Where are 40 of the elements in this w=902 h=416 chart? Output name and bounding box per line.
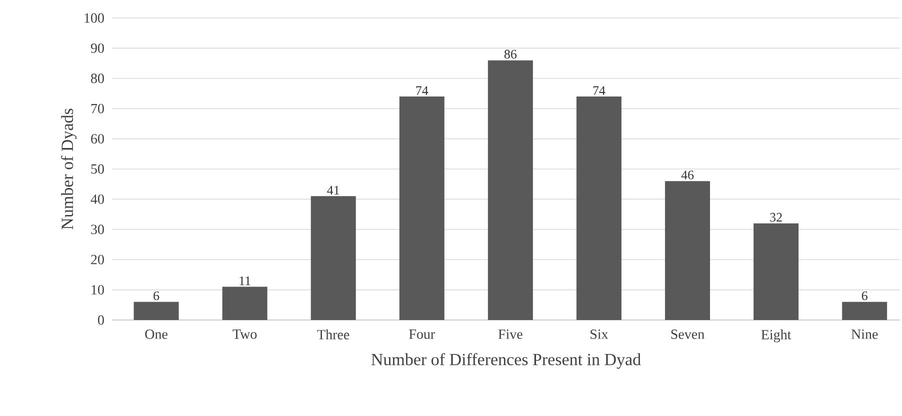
x-tick-label: Four xyxy=(409,330,435,339)
data-label: 6 xyxy=(154,291,160,300)
x-tick-label: Seven xyxy=(671,330,704,339)
data-label: 11 xyxy=(240,276,250,286)
y-tick-label: 50 xyxy=(91,164,104,174)
bar xyxy=(754,223,799,320)
bar xyxy=(399,96,444,320)
y-tick-label: 30 xyxy=(91,224,104,234)
bar xyxy=(222,286,268,320)
y-tick-label: 80 xyxy=(91,74,104,84)
y-tick-label: 0 xyxy=(98,315,104,325)
data-label: 74 xyxy=(593,86,606,95)
bar xyxy=(842,302,888,320)
y-tick-label: 100 xyxy=(84,13,104,23)
bar xyxy=(134,302,179,320)
data-label: 6 xyxy=(862,291,868,300)
x-tick-label: Two xyxy=(232,330,257,339)
bar xyxy=(576,96,622,320)
bar xyxy=(488,60,533,320)
data-label: 74 xyxy=(416,86,428,95)
bar xyxy=(310,196,356,320)
data-label: 41 xyxy=(327,186,340,194)
y-tick-label: 90 xyxy=(90,43,104,53)
y-tick-label: 10 xyxy=(92,285,104,295)
data-label: 46 xyxy=(681,170,694,180)
bar xyxy=(665,181,710,320)
y-tick-label: 40 xyxy=(90,194,104,204)
x-tick-label: Six xyxy=(590,330,608,339)
x-axis-title: Number of Differences Present in Dyad xyxy=(371,353,641,369)
data-label: 86 xyxy=(504,50,517,59)
y-tick-label: 20 xyxy=(91,254,104,264)
x-tick-label: Nine xyxy=(851,330,878,339)
data-label: 32 xyxy=(770,212,782,222)
y-tick-label: 60 xyxy=(91,134,104,144)
x-tick-label: Five xyxy=(498,330,522,339)
x-tick-label: Three xyxy=(317,330,350,340)
x-tick-label: One xyxy=(145,330,168,339)
y-axis-title: Number of Dyads xyxy=(60,108,77,230)
x-tick-label: Eight xyxy=(761,330,792,342)
y-tick-label: 70 xyxy=(91,104,104,114)
